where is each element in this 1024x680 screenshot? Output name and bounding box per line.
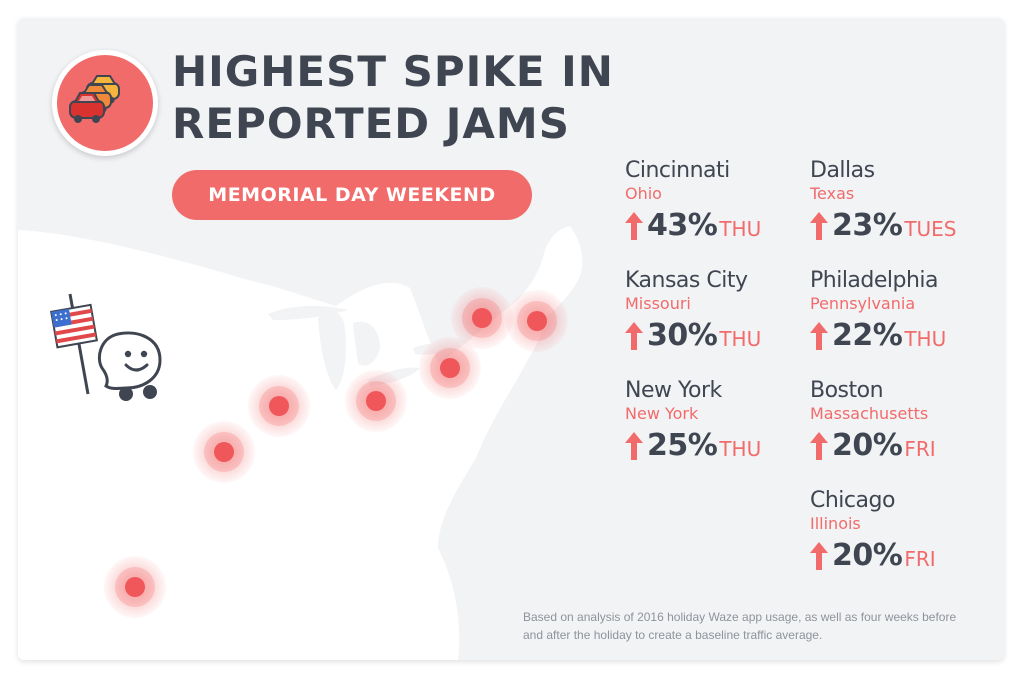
stat-change: 20% FRI: [810, 534, 990, 574]
stat-item: Dallas Texas 23% TUES: [810, 158, 990, 244]
logo-badge: [52, 50, 158, 156]
up-arrow-icon: [810, 322, 828, 350]
waze-mascot-icon: [97, 331, 162, 401]
stat-city: New York: [625, 378, 722, 403]
us-map: [18, 226, 583, 660]
up-arrow-icon: [810, 432, 828, 460]
lake-michigan: [318, 311, 346, 390]
title-line-1: HIGHEST SPIKE IN: [172, 47, 614, 96]
stat-item: Kansas City Missouri 30% THU: [625, 268, 805, 354]
stat-change: 23% TUES: [810, 204, 990, 244]
lake-superior: [268, 305, 348, 320]
stat-state: New York: [625, 404, 699, 423]
stat-city: Philadelphia: [810, 268, 939, 293]
stat-item: Chicago Illinois 20% FRI: [810, 488, 990, 574]
stat-percent: 30%: [647, 318, 718, 353]
stat-city: Kansas City: [625, 268, 748, 293]
stat-change: 22% THU: [810, 314, 990, 354]
stat-city: Chicago: [810, 488, 895, 513]
stat-day: THU: [719, 327, 762, 351]
hotspot-marker: [419, 337, 481, 399]
up-arrow-icon: [625, 432, 643, 460]
stat-percent: 25%: [647, 428, 718, 463]
stat-day: THU: [719, 217, 762, 241]
title-line-2: REPORTED JAMS: [172, 99, 570, 148]
stat-city: Boston: [810, 378, 884, 403]
page-title: HIGHEST SPIKE IN REPORTED JAMS: [172, 46, 614, 150]
subtitle-badge: MEMORIAL DAY WEEKEND: [172, 170, 532, 220]
hotspot-marker: [104, 556, 166, 618]
hotspots: [104, 287, 568, 618]
stat-state: Pennsylvania: [810, 294, 916, 313]
stat-percent: 23%: [832, 208, 903, 243]
stat-percent: 43%: [647, 208, 718, 243]
stat-state: Illinois: [810, 514, 861, 533]
lake-huron: [353, 321, 380, 366]
stat-city: Dallas: [810, 158, 875, 183]
up-arrow-icon: [810, 542, 828, 570]
stat-state: Ohio: [625, 184, 662, 203]
stat-item: Boston Massachusetts 20% FRI: [810, 378, 990, 464]
up-arrow-icon: [625, 322, 643, 350]
up-arrow-icon: [810, 212, 828, 240]
stat-percent: 20%: [832, 538, 903, 573]
hotspot-marker: [248, 375, 310, 437]
stat-state: Texas: [810, 184, 855, 203]
stat-item: New York New York 25% THU: [625, 378, 805, 464]
stat-percent: 20%: [832, 428, 903, 463]
infographic-card: HIGHEST SPIKE IN REPORTED JAMS MEMORIAL …: [18, 18, 1004, 660]
stat-city: Cincinnati: [625, 158, 730, 183]
up-arrow-icon: [625, 212, 643, 240]
mascot-group: [50, 293, 162, 401]
stat-day: TUES: [904, 217, 957, 241]
stat-change: 20% FRI: [810, 424, 990, 464]
stat-change: 25% THU: [625, 424, 805, 464]
stat-item: Cincinnati Ohio 43% THU: [625, 158, 805, 244]
hotspot-marker: [506, 290, 568, 352]
stat-state: Missouri: [625, 294, 691, 313]
stat-day: FRI: [904, 437, 936, 461]
stat-day: THU: [719, 437, 762, 461]
american-flag-icon: [50, 293, 98, 395]
hotspot-marker: [451, 287, 513, 349]
hotspot-marker: [193, 421, 255, 483]
hotspot-marker: [345, 370, 407, 432]
stat-day: THU: [904, 327, 947, 351]
stat-state: Massachusetts: [810, 404, 929, 423]
stat-change: 30% THU: [625, 314, 805, 354]
map-landmass: [18, 226, 583, 660]
stat-percent: 22%: [832, 318, 903, 353]
stat-item: Philadelphia Pennsylvania 22% THU: [810, 268, 990, 354]
stat-change: 43% THU: [625, 204, 805, 244]
footnote: Based on analysis of 2016 holiday Waze a…: [523, 610, 957, 642]
cars-icon: [69, 75, 120, 123]
stat-day: FRI: [904, 547, 936, 571]
